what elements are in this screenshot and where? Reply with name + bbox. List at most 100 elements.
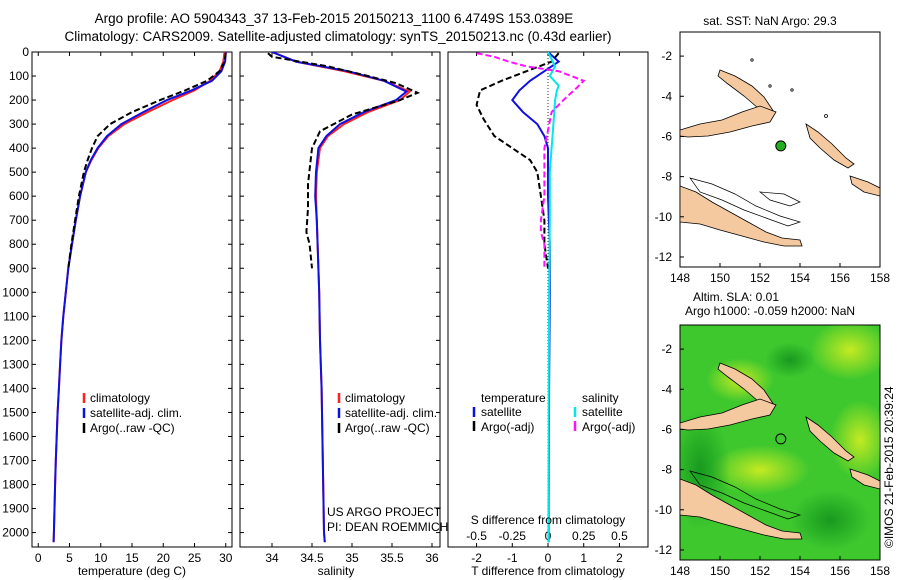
salinity-legend-argo: Argo(..raw -QC) [345, 421, 430, 435]
m1-lon-label: 158 [870, 271, 890, 285]
m2-lat-label: -10 [655, 503, 673, 517]
imos-stamp: ©IMOS 21-Feb-2015 20:39:24 [882, 386, 896, 548]
sla-map-title-line2: Argo h1000: -0.059 h2000: NaN [685, 304, 855, 318]
m1-lat-label: -8 [661, 170, 672, 184]
m1-lat-label: -4 [661, 89, 672, 103]
d-xtick-label-s: -0.25 [499, 529, 527, 543]
m1-lon-label: 148 [670, 271, 690, 285]
t-series-satellite-adj-clim- [52, 52, 227, 543]
bougainville-land [805, 123, 855, 169]
m2-lon-label: 152 [750, 564, 770, 578]
depth-tick-label: 1600 [2, 429, 29, 443]
t-xtick-label: 10 [94, 551, 108, 565]
d-series-s-satellite [547, 52, 560, 543]
figure-title-line2: Climatology: CARS2009. Satellite-adjuste… [64, 29, 611, 44]
sst-map-panel: sat. SST: NaN Argo: 29.3 148 150 152 154 156… [655, 14, 891, 285]
t-xtick-label: 30 [219, 551, 233, 565]
m1-lat-label: -6 [661, 129, 672, 143]
t-series-argo-raw-qc- [67, 53, 227, 269]
reef-outline-2 [689, 470, 802, 520]
solomon-land [849, 175, 880, 197]
trobriand-outline [758, 191, 801, 207]
reef-outline [689, 177, 802, 227]
new-britain-land-2 [680, 398, 777, 431]
temperature-legend-argo: Argo(..raw -QC) [90, 421, 175, 435]
difference-xlabel-top: S difference from climatology [471, 513, 626, 527]
depth-tick-label: 1200 [2, 333, 29, 347]
sla-map-title-line1: Altim. SLA: 0.01 [693, 290, 779, 304]
d-xtick-label-s: -0.5 [466, 529, 487, 543]
m2-lat-label: -8 [661, 463, 672, 477]
m2-lat-label: -12 [655, 543, 673, 557]
depth-tick-label: 1500 [2, 405, 29, 419]
d-xtick-label-s: 0.25 [572, 529, 596, 543]
temperature-legend-climatology: climatology [90, 391, 150, 405]
m2-lon-label: 154 [790, 564, 810, 578]
png-mainland-land-2 [680, 478, 803, 540]
temperature-legend: climatology satellite-adj. clim. Argo(..… [82, 391, 182, 435]
depth-tick-label: 1700 [2, 453, 29, 467]
t-xtick-label: 25 [188, 551, 202, 565]
temperature-plot-frame [31, 51, 233, 548]
difference-xlabel: T difference from climatology [471, 564, 625, 578]
s-series-argo-raw-qc- [267, 52, 421, 269]
temperature-xlabel: temperature (deg C) [78, 564, 186, 578]
depth-tick-label: 700 [9, 213, 29, 227]
figure-title-line1: Argo profile: AO 5904343_37 13-Feb-2015 … [95, 11, 574, 26]
m1-lon-label: 150 [710, 271, 730, 285]
difference-legend-s-argo: Argo(-adj) [582, 420, 635, 434]
sla-high-blob-1 [810, 325, 880, 380]
t-xtick-label: 0 [35, 551, 42, 565]
depth-tick-label: 300 [9, 117, 29, 131]
difference-legend-temperature-heading: temperature [481, 391, 546, 405]
solomon-land-2 [849, 468, 880, 490]
salinity-xlabel: salinity [318, 564, 355, 578]
m1-lon-label: 152 [750, 271, 770, 285]
depth-tick-label: 0 [22, 45, 29, 59]
m1-lon-label: 156 [830, 271, 850, 285]
d-series-t-argo-adj- [475, 52, 560, 269]
depth-tick-label: 200 [9, 93, 29, 107]
sst-map-coastlines [680, 58, 880, 247]
small-island-4 [750, 58, 754, 62]
sst-map-argo-marker [775, 140, 787, 152]
sla-high-blob-3 [710, 445, 810, 495]
difference-legend-temperature: temperature satellite Argo(-adj) [472, 391, 546, 434]
m1-lat-label: -2 [661, 49, 672, 63]
s-xtick-label: 36 [425, 551, 439, 565]
t-xtick-label: 20 [157, 551, 171, 565]
salinity-panel: 34 34.5 35 35.5 36 salinity climatology sate… [239, 51, 448, 578]
s-series-climatology [271, 52, 412, 543]
depth-tick-label: 600 [9, 189, 29, 203]
sla-map-field [680, 325, 880, 550]
depth-tick-label: 1000 [2, 285, 29, 299]
difference-legend-t-satellite: satellite [481, 405, 522, 419]
depth-tick-label: 1400 [2, 381, 29, 395]
m2-lon-label: 148 [670, 564, 690, 578]
d-series-s-argo-adj- [476, 52, 586, 269]
t-series-climatology [52, 52, 226, 543]
d-xtick-label-s: 0.5 [611, 529, 628, 543]
d-xtick-label: 1 [580, 551, 587, 565]
depth-tick-label: 900 [9, 261, 29, 275]
small-island-3 [824, 114, 828, 118]
salinity-legend-satellite: satellite-adj. clim. [345, 406, 437, 420]
s-xtick-label: 35 [345, 551, 359, 565]
salinity-legend: climatology satellite-adj. clim. Argo(..… [337, 391, 437, 435]
difference-legend-salinity-heading: salinity [582, 391, 619, 405]
s-xtick-label: 34 [265, 551, 279, 565]
bougainville-land-2 [805, 416, 855, 462]
sla-high-blob-4 [830, 400, 880, 480]
m1-lon-label: 154 [790, 271, 810, 285]
sla-low-blob-2 [790, 490, 870, 550]
difference-legend-salinity: salinity satellite Argo(-adj) [573, 391, 635, 434]
temperature-panel: 0100200300400500600700800900100011001200… [2, 45, 232, 578]
m1-lat-label: -12 [655, 250, 673, 264]
salinity-legend-climatology: climatology [345, 391, 405, 405]
small-island-1 [790, 88, 794, 92]
sla-map-panel: Altim. SLA: 0.01 Argo h1000: -0.059 h200… [655, 290, 891, 578]
credit-project: US ARGO PROJECT [327, 505, 442, 519]
small-island-2 [768, 84, 772, 88]
s-series-satellite-adj-clim- [271, 52, 409, 543]
